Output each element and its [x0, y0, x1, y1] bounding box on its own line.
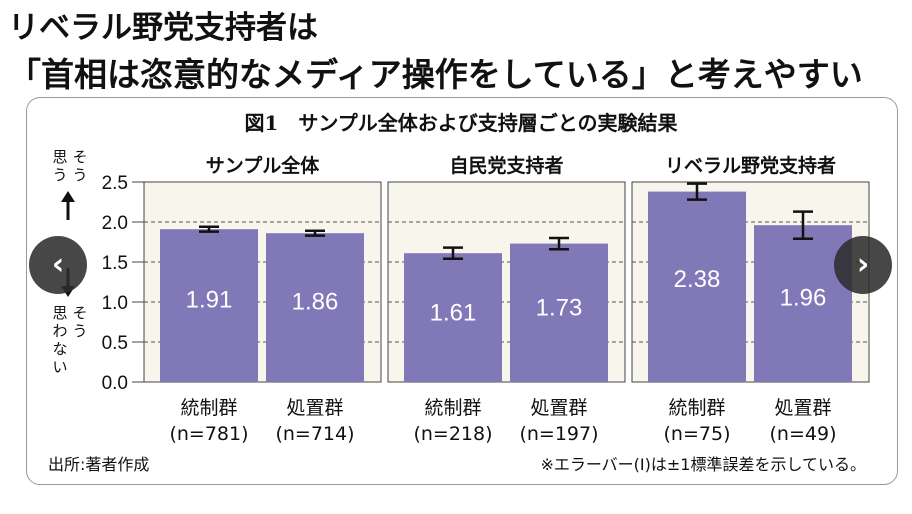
bar-value-label: 1.96: [780, 284, 827, 311]
ylabel-bottom-char: そ: [72, 304, 87, 322]
bar: [404, 253, 502, 382]
ylabel-bottom-char: う: [72, 322, 87, 340]
bar: [648, 191, 746, 382]
carousel-next-button[interactable]: ›: [834, 236, 892, 294]
bar-value-label: 1.61: [430, 299, 477, 326]
ylabel-top-char: う: [72, 166, 87, 184]
ylabel-bottom-char: い: [52, 358, 67, 376]
bar-value-label: 2.38: [674, 266, 721, 293]
panel-title: サンプル全体: [206, 154, 320, 177]
ylabel-top-char: 思: [52, 148, 67, 166]
bar: [754, 225, 852, 382]
category-label: 統制群: [180, 397, 237, 419]
y-tick-label: 0.0: [102, 373, 128, 394]
figure-title: 図1 サンプル全体および支持層ごとの実験結果: [244, 111, 677, 135]
category-label: 処置群: [530, 397, 587, 419]
ylabel-bottom-char: な: [52, 340, 67, 358]
y-tick-label: 2.5: [102, 173, 128, 194]
sample-size-label: (n=218): [413, 423, 492, 445]
y-tick-label: 2.0: [102, 213, 128, 234]
y-tick-label: 1.0: [102, 293, 128, 314]
ylabel-top-char: う: [52, 166, 67, 184]
sample-size-label: (n=714): [275, 423, 354, 445]
panel-title: リベラル野党支持者: [665, 154, 836, 177]
up-arrow-icon: [61, 191, 75, 202]
category-label: 統制群: [424, 397, 481, 419]
figure-note: ※エラーバー(I)は±1標準誤差を示している。: [540, 455, 866, 474]
y-tick-label: 0.5: [102, 333, 128, 354]
panel-title: 自民党支持者: [449, 154, 563, 177]
ylabel-bottom-char: わ: [52, 322, 67, 340]
sample-size-label: (n=781): [169, 423, 248, 445]
bar-value-label: 1.73: [536, 294, 583, 321]
bar: [160, 229, 258, 382]
category-label: 処置群: [774, 397, 831, 419]
carousel-prev-button[interactable]: ‹: [29, 236, 87, 294]
y-tick-label: 1.5: [102, 253, 128, 274]
bar-value-label: 1.91: [186, 286, 233, 313]
headline-line-1: リベラル野党支持者は: [8, 10, 318, 46]
sample-size-label: (n=49): [770, 423, 837, 445]
bar-value-label: 1.86: [292, 289, 339, 316]
chevron-left-icon: ‹: [51, 247, 65, 282]
figure-source: 出所:著者作成: [48, 455, 149, 474]
chevron-right-icon: ›: [856, 247, 870, 282]
sample-size-label: (n=75): [664, 423, 731, 445]
bar: [266, 233, 364, 382]
ylabel-top-char: そ: [72, 148, 87, 166]
category-label: 統制群: [668, 397, 725, 419]
sample-size-label: (n=197): [519, 423, 598, 445]
category-label: 処置群: [286, 397, 343, 419]
headline-line-2: 「首相は恣意的なメディア操作をしている」と考えやすい: [8, 55, 863, 94]
ylabel-bottom-char: 思: [52, 304, 67, 322]
bar: [510, 243, 608, 382]
